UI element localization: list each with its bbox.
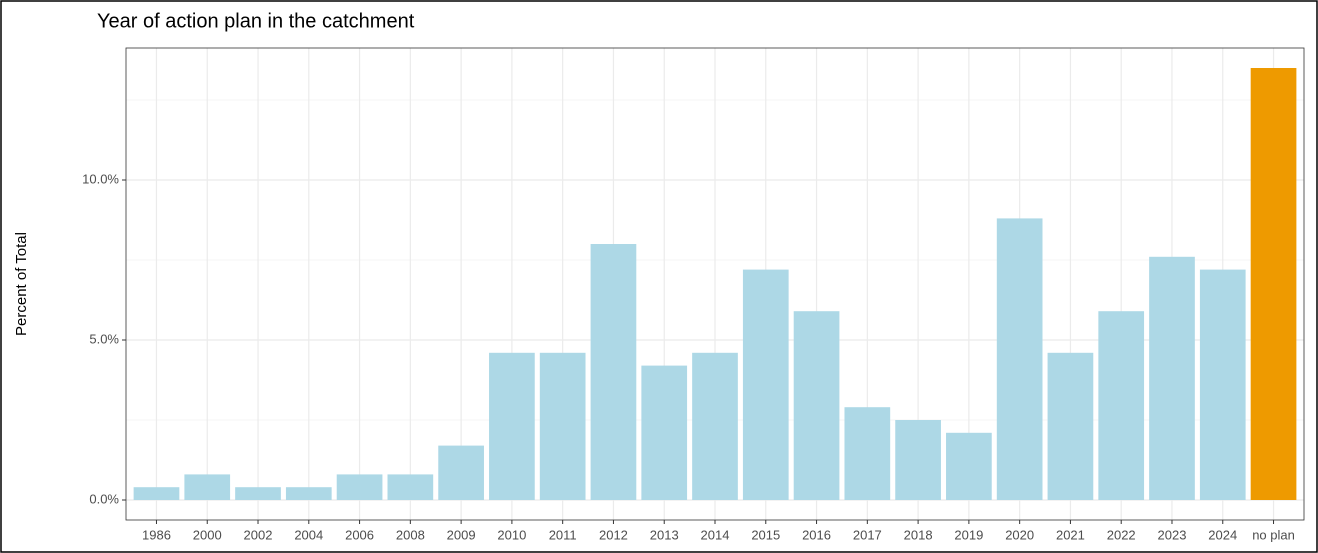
x-tick-label: 2010 bbox=[497, 527, 526, 542]
x-tick-label: 2021 bbox=[1056, 527, 1085, 542]
x-tick-label: 2012 bbox=[599, 527, 628, 542]
y-tick-label: 10.0% bbox=[82, 171, 119, 186]
y-axis-label: Percent of Total bbox=[13, 232, 30, 336]
x-tick-label: 2004 bbox=[294, 527, 323, 542]
bar bbox=[1149, 256, 1195, 500]
bar bbox=[133, 487, 180, 500]
bar bbox=[539, 352, 586, 500]
x-tick-label: 2020 bbox=[1005, 527, 1034, 542]
x-tick-label: 2022 bbox=[1107, 527, 1136, 542]
x-tick-label: 2006 bbox=[345, 527, 374, 542]
bar bbox=[641, 365, 688, 500]
x-tick-label: 2017 bbox=[853, 527, 882, 542]
x-tick-label: 2018 bbox=[904, 527, 933, 542]
bar bbox=[438, 445, 484, 500]
x-tick-label: 2016 bbox=[802, 527, 831, 542]
chart-title: Year of action plan in the catchment bbox=[97, 10, 415, 32]
bar bbox=[742, 269, 789, 500]
bar bbox=[1098, 311, 1145, 500]
bar bbox=[336, 474, 383, 500]
bar bbox=[793, 311, 840, 500]
x-tick-label: 2024 bbox=[1208, 527, 1237, 542]
x-tick-label: no plan bbox=[1252, 527, 1295, 542]
y-tick-label: 0.0% bbox=[89, 491, 119, 506]
bar bbox=[946, 432, 992, 500]
x-tick-label: 2014 bbox=[701, 527, 730, 542]
bar bbox=[1250, 68, 1297, 500]
bar bbox=[692, 352, 738, 500]
bar bbox=[1047, 352, 1094, 500]
bar bbox=[590, 244, 637, 500]
x-tick-label: 2013 bbox=[650, 527, 679, 542]
x-tick-label: 2002 bbox=[244, 527, 273, 542]
bar bbox=[285, 487, 332, 500]
x-tick-label: 2023 bbox=[1158, 527, 1187, 542]
bar bbox=[489, 352, 535, 500]
x-tick-label: 2008 bbox=[396, 527, 425, 542]
x-tick-label: 2015 bbox=[751, 527, 780, 542]
bar bbox=[184, 474, 231, 500]
x-tick-label: 2019 bbox=[954, 527, 983, 542]
x-tick-label: 2009 bbox=[447, 527, 476, 542]
x-tick-label: 2000 bbox=[193, 527, 222, 542]
bar bbox=[387, 474, 434, 500]
bar bbox=[844, 407, 891, 500]
x-tick-label: 1986 bbox=[142, 527, 171, 542]
x-tick-label: 2011 bbox=[549, 527, 577, 542]
bar bbox=[235, 487, 281, 500]
bar bbox=[895, 420, 941, 500]
y-tick-label: 5.0% bbox=[89, 331, 119, 346]
plot-border bbox=[125, 47, 1305, 521]
bar bbox=[996, 218, 1043, 500]
bar bbox=[1199, 269, 1246, 500]
